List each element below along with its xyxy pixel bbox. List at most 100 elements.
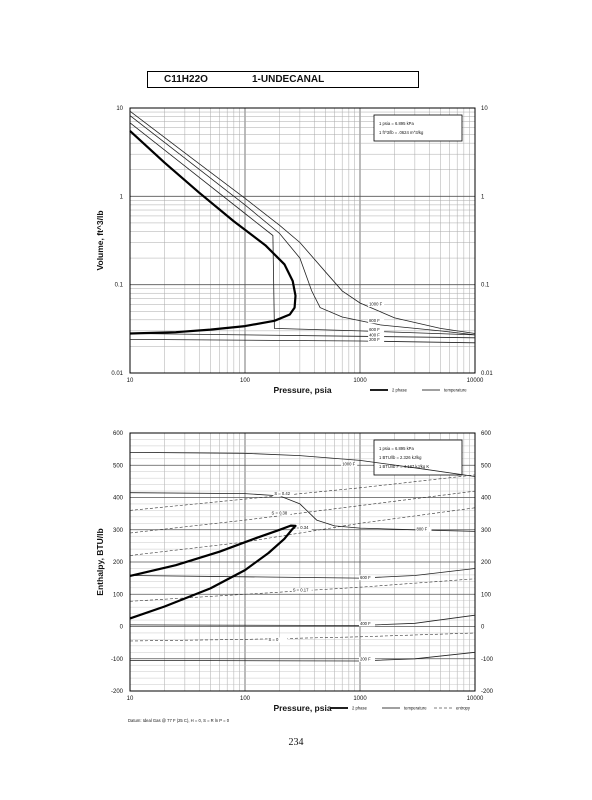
- entropy-label-bg: [273, 491, 294, 497]
- y-tick-label-right: 10: [481, 106, 488, 112]
- isotherm-label-bg: [368, 332, 385, 338]
- isotherm-label-bg: [368, 337, 385, 343]
- chart-panel-1: [129, 107, 476, 391]
- entropy-label: S = 0.34: [293, 525, 309, 530]
- y-tick-label-left: 300: [113, 528, 124, 534]
- y-tick-label-right: 1: [481, 194, 485, 200]
- y-tick-label-left: 500: [113, 463, 124, 469]
- entropy-label-bg: [291, 588, 312, 594]
- compound-name: 1-UNDECANAL: [252, 74, 325, 85]
- entropy-label-bg: [270, 510, 291, 516]
- chart-header: C11H22O 1-UNDECANAL: [147, 71, 419, 88]
- x-axis-label: Pressure, psia: [273, 385, 331, 395]
- y-tick-label-left: -200: [111, 689, 124, 695]
- temperature-isotherm-line: [129, 492, 476, 532]
- y-axis-label: Enthalpy, BTU/lb: [95, 528, 105, 595]
- x-tick-label: 1000: [353, 696, 367, 702]
- temperature-isotherm-line: [129, 614, 476, 626]
- isotherm-label-bg: [359, 656, 375, 662]
- isotherm-label: 1000 F: [342, 461, 355, 466]
- entropy-label: S = 0.17: [293, 588, 309, 593]
- x-tick-label: 10: [127, 378, 134, 384]
- legend-label: temperature: [444, 388, 467, 393]
- isotherm-label-bg: [341, 461, 358, 467]
- y-tick-label-left: 200: [113, 560, 124, 566]
- entropy-line: [129, 632, 476, 642]
- y-tick-label-right: -200: [481, 689, 494, 695]
- y-tick-label-right: 0.01: [481, 371, 493, 377]
- conversion-text: 1 psia = 6.895 kPa: [379, 121, 414, 126]
- plot-frame: [129, 107, 476, 374]
- y-tick-label-right: 0.1: [481, 283, 490, 289]
- temperature-isotherm-line: [129, 122, 476, 336]
- plot-frame: [129, 432, 476, 692]
- y-tick-label-left: 0: [120, 625, 124, 631]
- x-tick-label: 10000: [467, 378, 484, 384]
- entropy-line: [129, 474, 476, 511]
- y-tick-label-left: -100: [111, 657, 124, 663]
- datum-footnote: Datum: Ideal Gas @ 77 F (25 C), H = 0, S…: [128, 718, 230, 723]
- x-tick-label: 10: [127, 696, 134, 702]
- isotherm-label: 800 F: [369, 318, 380, 323]
- conversion-box: [373, 114, 463, 142]
- compound-formula: C11H22O: [164, 74, 208, 85]
- isotherm-label: 400 F: [360, 621, 371, 626]
- y-tick-label-right: 0: [481, 625, 485, 631]
- y-tick-label-right: 200: [481, 560, 492, 566]
- y-axis-label: Volume, ft^3/lb: [95, 210, 105, 270]
- temperature-isotherm-line: [129, 339, 476, 344]
- y-tick-label-left: 400: [113, 496, 124, 502]
- x-tick-label: 100: [240, 378, 251, 384]
- temperature-isotherm-line: [129, 452, 476, 477]
- x-tick-label: 1000: [353, 378, 367, 384]
- y-tick-label-right: 100: [481, 592, 492, 598]
- entropy-label-bg: [291, 525, 312, 531]
- temperature-isotherm-line: [129, 115, 476, 336]
- entropy-label-bg: [267, 637, 288, 643]
- y-tick-label-left: 0.01: [111, 371, 123, 377]
- conversion-text: 1 ft^3/lb = .0624 m^3/kg: [379, 130, 424, 135]
- legend-label: 2 phase: [392, 388, 408, 393]
- conversion-text: 1 BTU/lb = 2.326 kJ/kg: [379, 455, 422, 460]
- conversion-box: [373, 439, 463, 476]
- y-tick-label-right: 300: [481, 528, 492, 534]
- isotherm-label: 800 F: [417, 526, 428, 531]
- two-phase-envelope: [129, 130, 297, 335]
- isotherm-label: 200 F: [369, 337, 380, 342]
- conversion-text: 1 psia = 6.895 kPa: [379, 446, 414, 451]
- y-tick-label-left: 10: [116, 106, 123, 112]
- conversion-text: 1 BTU/lb F = 4.187 kJ/kg K: [379, 464, 429, 469]
- legend-label: temperature: [404, 706, 427, 711]
- isotherm-label-bg: [368, 318, 385, 324]
- entropy-label: S = 0.38: [272, 510, 288, 515]
- entropy-label: S = 0.42: [274, 491, 290, 496]
- y-tick-label-left: 0.1: [115, 283, 124, 289]
- entropy-line: [129, 507, 476, 556]
- y-tick-label-left: 600: [113, 431, 124, 437]
- isotherm-label-bg: [368, 302, 385, 308]
- y-tick-label-left: 1: [120, 194, 124, 200]
- two-phase-envelope: [129, 524, 297, 620]
- entropy-line: [129, 490, 476, 534]
- y-tick-label-right: 500: [481, 463, 492, 469]
- page-number: 234: [288, 737, 304, 748]
- chart-panel-2: [129, 432, 476, 709]
- isotherm-label: 600 F: [360, 575, 371, 580]
- isotherm-label: 400 F: [369, 332, 380, 337]
- isotherm-label-bg: [415, 526, 432, 532]
- isotherm-label: 200 F: [360, 656, 371, 661]
- y-tick-label-left: 100: [113, 592, 124, 598]
- isotherm-label-bg: [359, 575, 375, 581]
- y-tick-label-right: 400: [481, 496, 492, 502]
- temperature-isotherm-line: [129, 333, 476, 339]
- entropy-label: S = 0: [268, 637, 279, 642]
- isotherm-label: 1000 F: [369, 302, 382, 307]
- temperature-isotherm-line: [129, 568, 476, 579]
- legend-label: 2 phase: [352, 706, 368, 711]
- y-tick-label-right: -100: [481, 657, 494, 663]
- temperature-isotherm-line: [129, 651, 476, 662]
- x-tick-label: 10000: [467, 696, 484, 702]
- isotherm-label-bg: [368, 327, 385, 333]
- isotherm-label: 600 F: [369, 327, 380, 332]
